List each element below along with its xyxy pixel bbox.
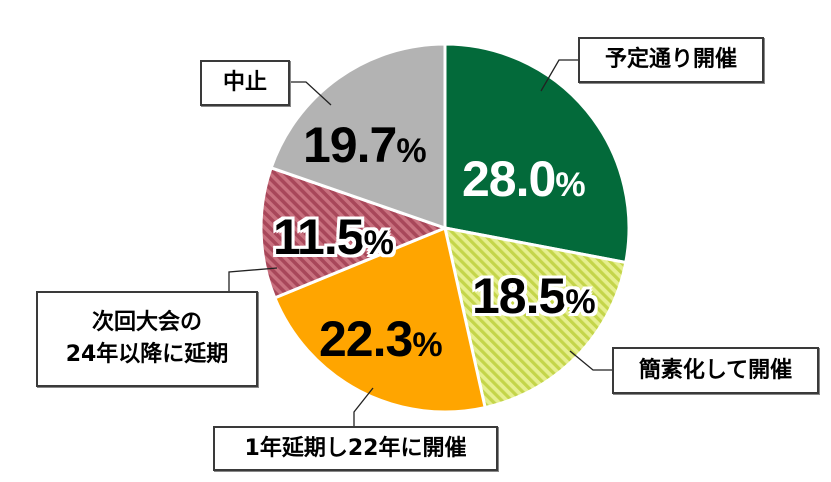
label-planned-text: 予定通り開催 bbox=[604, 47, 737, 73]
value-simplified: 18.5% bbox=[472, 267, 596, 325]
value-postponed-24: 11.5% bbox=[273, 208, 394, 266]
label-planned: 予定通り開催 bbox=[578, 37, 764, 83]
value-planned-number: 28.0 bbox=[462, 151, 556, 207]
leader-line-planned bbox=[540, 59, 578, 92]
leader-line-cancelled bbox=[289, 81, 332, 106]
value-simplified-unit: % bbox=[565, 283, 595, 321]
value-postponed-22: 22.3% bbox=[319, 310, 443, 368]
label-postponed-24: 次回大会の 24年以降に延期 bbox=[36, 291, 258, 387]
leader-line-postponed-22 bbox=[353, 387, 374, 426]
pie-slice-simplified bbox=[443, 226, 628, 410]
label-postponed-22: 1年延期し22年に開催 bbox=[213, 426, 498, 471]
label-simplified: 簡素化して開催 bbox=[612, 347, 819, 394]
leader-lines bbox=[228, 59, 612, 426]
pie-slice-postponed-24 bbox=[259, 166, 447, 300]
pie-slices bbox=[259, 42, 631, 414]
pie-slice-postponed-22 bbox=[273, 226, 487, 414]
value-cancelled-number: 19.7 bbox=[303, 117, 397, 173]
value-postponed-22-unit: % bbox=[412, 326, 442, 364]
value-cancelled-unit: % bbox=[396, 132, 426, 170]
pie-slice-cancelled bbox=[269, 42, 447, 230]
label-simplified-text: 簡素化して開催 bbox=[638, 357, 793, 383]
value-postponed-22-number: 22.3 bbox=[319, 311, 413, 367]
value-postponed-24-number: 11.5 bbox=[273, 209, 365, 265]
label-postponed-22-text: 1年延期し22年に開催 bbox=[244, 435, 467, 461]
label-cancelled-text: 中止 bbox=[222, 70, 267, 96]
value-simplified-number: 18.5 bbox=[472, 268, 566, 324]
value-cancelled: 19.7% bbox=[303, 116, 427, 174]
pie-slice-planned bbox=[443, 42, 631, 264]
leader-line-postponed-24 bbox=[228, 267, 278, 291]
label-cancelled: 中止 bbox=[200, 60, 290, 106]
value-planned: 28.0% bbox=[462, 150, 586, 208]
value-planned-unit: % bbox=[555, 166, 585, 204]
leader-line-simplified bbox=[569, 350, 612, 371]
label-postponed-24-line2: 24年以降に延期 bbox=[65, 342, 229, 367]
value-postponed-24-unit: % bbox=[363, 224, 394, 262]
label-postponed-24-line1: 次回大会の bbox=[91, 310, 202, 336]
